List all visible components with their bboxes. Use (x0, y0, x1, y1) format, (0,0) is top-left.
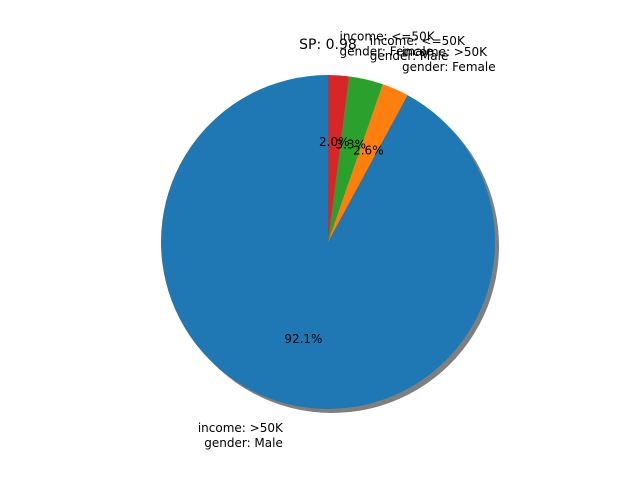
slice-label-3: income: <=50K gender: Female (340, 30, 436, 59)
percentage-labels: 92.1% 2.6%3.3%2.0% (284, 135, 383, 346)
pie-slice-0 (161, 75, 496, 409)
slice-label-line: income: <=50K (370, 34, 466, 48)
slice-label-line: gender: Male (370, 49, 449, 63)
slice-label-line: income: >50K (198, 421, 284, 435)
pct-label-3: 2.0% (319, 135, 350, 149)
pct-label-2: 3.3% (336, 137, 367, 151)
pie-slice-3 (328, 75, 349, 242)
slice-label-line: income: <=50K (340, 30, 436, 44)
slice-label-line: income: >50K (402, 45, 488, 59)
slice-label-1: income: >50K gender: Female (402, 45, 496, 74)
chart-title: SP: 0.98 (299, 37, 357, 53)
pct-label-0: 92.1% (284, 332, 322, 346)
pie-slice-1 (328, 84, 408, 242)
pie-slice-2 (328, 76, 383, 242)
pct-label-1: 2.6% (353, 143, 384, 157)
pie-slices (161, 75, 496, 409)
slice-label-line: gender: Male (204, 436, 283, 450)
slice-label-2: income: <=50K gender: Male (370, 34, 466, 63)
slice-label-0: income: >50K gender: Male (198, 421, 284, 450)
slice-label-line: gender: Female (402, 60, 496, 74)
slice-label-line: gender: Female (340, 45, 434, 59)
